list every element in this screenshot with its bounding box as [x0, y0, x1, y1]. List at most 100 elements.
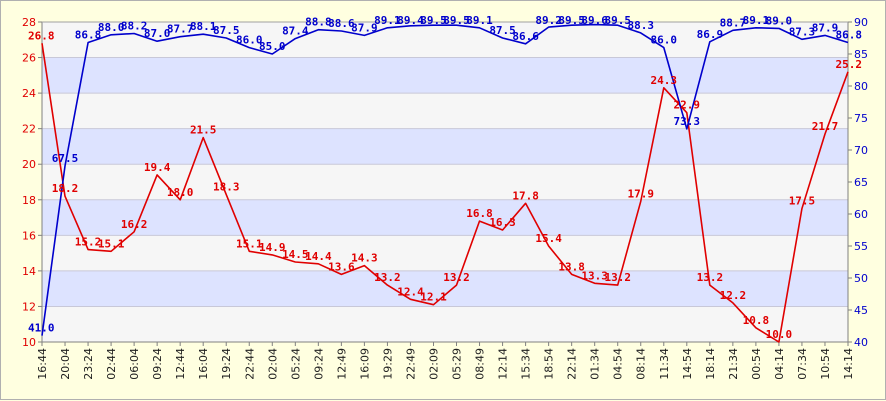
- x-tick-label: 02:44: [105, 348, 118, 380]
- right-series-data-label: 88.1: [190, 20, 217, 33]
- right-series-data-label: 87.9: [351, 21, 378, 34]
- right-series-data-label: 89.1: [466, 14, 493, 27]
- left-series-data-label: 24.3: [651, 74, 678, 87]
- x-tick-label: 01:34: [589, 348, 602, 380]
- right-series-data-label: 87.9: [812, 21, 839, 34]
- right-series-data-label: 88.6: [328, 17, 355, 30]
- left-series-data-label: 18.0: [167, 186, 194, 199]
- right-series-data-label: 85.0: [259, 40, 286, 53]
- grid-band: [42, 199, 848, 236]
- x-tick-label: 04:54: [612, 348, 625, 380]
- left-tick-label: 18: [22, 194, 36, 207]
- left-series-data-label: 21.5: [190, 124, 217, 137]
- right-series-data-label: 89.5: [604, 14, 631, 27]
- left-series-line: [41, 43, 849, 343]
- x-tick-label: 09:24: [312, 348, 325, 380]
- left-series-data-label: 18.3: [213, 180, 240, 193]
- left-series-data-label: 15.1: [236, 237, 263, 250]
- left-series-data-label: 17.8: [512, 189, 539, 202]
- x-tick-label: 08:14: [635, 348, 648, 380]
- left-series-data-label: 13.2: [374, 271, 401, 284]
- x-tick-label: 12:44: [174, 348, 187, 380]
- left-series-data-label: 16.2: [121, 218, 148, 231]
- right-series-data-label: 87.7: [167, 23, 194, 36]
- left-series-data-label: 16.8: [466, 207, 493, 220]
- right-tick-label: 75: [854, 112, 868, 125]
- left-series-data-label: 12.1: [420, 291, 447, 304]
- right-series-data-label: 89.1: [743, 14, 770, 27]
- left-series-data-label: 13.6: [328, 260, 355, 273]
- right-series-data-label: 86.8: [75, 28, 102, 41]
- right-series-data-label: 87.4: [282, 25, 309, 38]
- x-tick-label: 22:49: [404, 348, 417, 380]
- left-series-data-label: 16.3: [489, 216, 516, 229]
- right-series-data-label: 88.7: [720, 16, 747, 29]
- left-tick-label: 28: [22, 16, 36, 29]
- right-tick-label: 55: [854, 240, 868, 253]
- x-tick-label: 05:24: [289, 348, 302, 380]
- x-tick-label: 12:14: [497, 348, 510, 380]
- x-tick-label: 18:54: [543, 348, 556, 380]
- right-tick-label: 70: [854, 144, 868, 157]
- right-series-data-label: 89.5: [420, 14, 447, 27]
- left-series-data-label: 26.8: [28, 29, 55, 42]
- right-series-data-label: 86.6: [512, 30, 539, 43]
- left-series-data-label: 12.4: [397, 285, 424, 298]
- grid-band: [42, 235, 848, 271]
- right-tick-label: 80: [854, 80, 868, 93]
- left-series-data-label: 14.5: [282, 248, 309, 261]
- x-tick-label: 12:49: [335, 348, 348, 380]
- right-series-data-label: 86.0: [236, 34, 263, 47]
- right-series-data-label: 88.2: [121, 20, 148, 33]
- left-series-data-label: 17.5: [789, 195, 816, 208]
- right-series-data-label: 88.8: [305, 16, 332, 29]
- left-tick-label: 10: [22, 336, 36, 349]
- left-series-data-label: 14.9: [259, 241, 286, 254]
- left-tick-label: 12: [22, 300, 36, 313]
- left-tick-label: 24: [22, 87, 36, 100]
- left-series-data-label: 22.9: [674, 99, 701, 112]
- left-tick-label: 20: [22, 158, 36, 171]
- x-tick-label: 08:49: [474, 348, 487, 380]
- x-tick-label: 19:29: [381, 348, 394, 380]
- x-tick-label: 05:29: [451, 348, 464, 380]
- x-tick-label: 09:24: [151, 348, 164, 380]
- grid-band: [42, 93, 848, 129]
- right-series-data-label: 89.6: [581, 14, 608, 27]
- x-tick-label: 16:09: [358, 348, 371, 380]
- left-series-data-label: 10.8: [743, 314, 770, 327]
- right-series-data-label: 89.0: [766, 14, 793, 27]
- x-tick-label: 10:54: [819, 348, 832, 380]
- left-series-data-label: 18.2: [52, 182, 79, 195]
- x-tick-label: 11:34: [658, 348, 671, 380]
- x-tick-label: 19:24: [220, 348, 233, 380]
- right-tick-label: 50: [854, 272, 868, 285]
- left-series-data-label: 25.2: [836, 58, 863, 71]
- right-tick-label: 90: [854, 16, 868, 29]
- left-series-data-label: 15.2: [75, 236, 102, 249]
- right-series-line: [41, 23, 849, 336]
- left-series-data-label: 10.0: [766, 328, 793, 341]
- grid-band: [42, 128, 848, 165]
- left-series-data-label: 13.2: [443, 271, 470, 284]
- left-series-data-label: 13.2: [697, 271, 724, 284]
- right-series-data-label: 87.3: [789, 25, 816, 38]
- x-tick-label: 04:14: [773, 348, 786, 380]
- x-tick-label: 02:04: [266, 348, 279, 380]
- right-tick-label: 45: [854, 304, 868, 317]
- grid-band: [42, 164, 848, 200]
- x-tick-label: 02:09: [427, 348, 440, 380]
- right-series-data-label: 86.9: [697, 28, 724, 41]
- right-series-data-label: 89.4: [397, 14, 424, 27]
- left-series-data-label: 15.1: [98, 237, 125, 250]
- left-tick-label: 14: [22, 265, 36, 278]
- right-series-data-label: 89.5: [558, 14, 585, 27]
- x-tick-label: 07:34: [796, 348, 809, 380]
- right-series-data-label: 87.5: [213, 24, 240, 37]
- x-tick-label: 21:34: [727, 348, 740, 380]
- x-tick-label: 23:24: [82, 348, 95, 380]
- right-series-data-label: 67.5: [52, 152, 79, 165]
- left-tick-label: 16: [22, 229, 36, 242]
